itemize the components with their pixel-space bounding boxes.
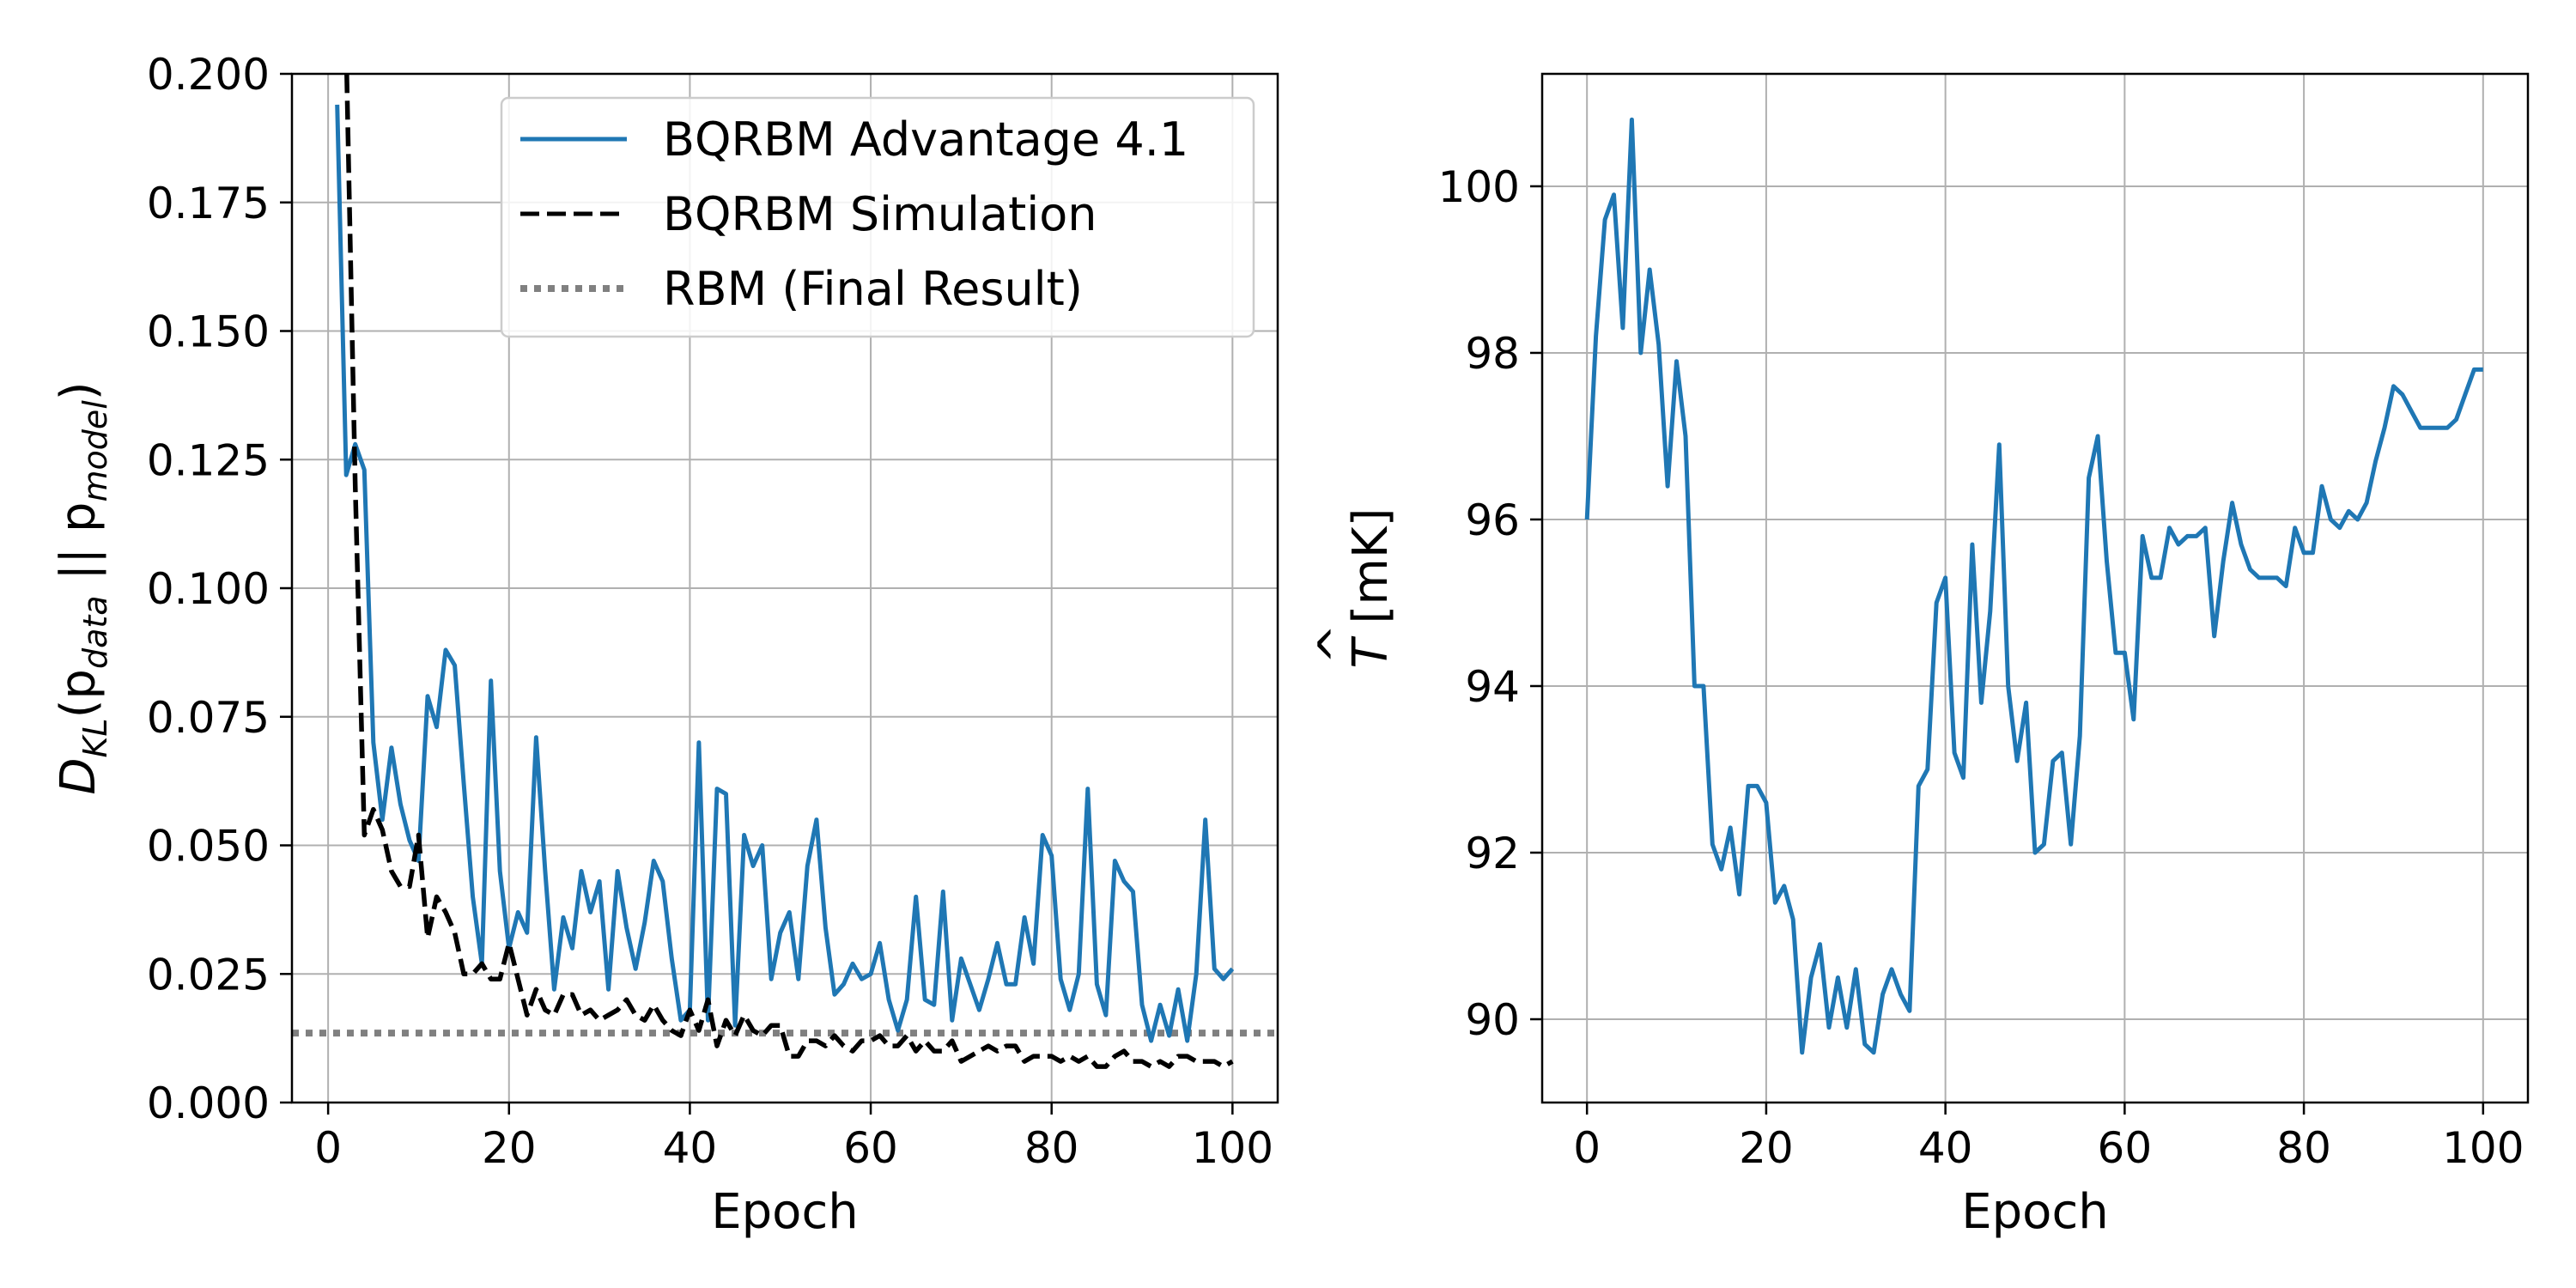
r-y-tick-label: 92 bbox=[1465, 829, 1520, 878]
l-y-tick-label: 0.150 bbox=[147, 307, 270, 357]
l-x-tick-label: 100 bbox=[1192, 1123, 1273, 1173]
r-y-tick-label: 96 bbox=[1465, 495, 1520, 545]
l-x-tick-label: 80 bbox=[1024, 1123, 1079, 1173]
l-x-tick-label: 40 bbox=[663, 1123, 718, 1173]
legend-label-simulation: BQRBM Simulation bbox=[663, 187, 1097, 241]
right-x-axis-label: Epoch bbox=[1961, 1184, 2108, 1240]
legend: BQRBM Advantage 4.1 BQRBM Simulation RBM… bbox=[500, 96, 1255, 338]
legend-label-advantage: BQRBM Advantage 4.1 bbox=[663, 112, 1188, 167]
l-x-tick-label: 60 bbox=[843, 1123, 898, 1173]
l-x-tick-label: 20 bbox=[482, 1123, 537, 1173]
l-y-tick-label: 0.000 bbox=[147, 1078, 270, 1128]
r-x-tick-label: 40 bbox=[1918, 1123, 1973, 1173]
right-series-layer bbox=[1584, 117, 2483, 1055]
r-x-tick-label: 0 bbox=[1573, 1123, 1601, 1173]
left-series-layer bbox=[335, 74, 1235, 1069]
l-y-tick-label: 0.050 bbox=[147, 822, 270, 872]
left-chart: 0 20 40 60 80 100 0.0000.0250.0500.0750.1000.… bbox=[51, 50, 1279, 1240]
l-y-tick-label: 0.100 bbox=[147, 564, 270, 614]
legend-label-rbm: RBM (Final Result) bbox=[663, 262, 1083, 316]
r-x-tick-label: 60 bbox=[2098, 1123, 2153, 1173]
l-y-tick-label: 0.075 bbox=[147, 693, 270, 743]
temperature-series-line bbox=[1584, 117, 2483, 1055]
l-y-tick-label: 0.125 bbox=[147, 435, 270, 485]
l-x-tick-label: 0 bbox=[314, 1123, 342, 1173]
left-x-ticks: 0 20 40 60 80 100 bbox=[314, 1103, 1273, 1173]
right-x-ticks: 0 20 40 60 80 100 bbox=[1573, 1103, 2524, 1173]
right-plot-frame bbox=[1540, 72, 2530, 1104]
left-y-axis-label: DKL(pdata || pmodel) bbox=[51, 381, 114, 794]
bqrbm-simulation-series-line bbox=[344, 74, 1234, 1069]
r-x-tick-label: 20 bbox=[1739, 1123, 1794, 1173]
left-y-ticks: 0.000 0.025 0.050 0.075 0.100 0.125 0.150 0.175… bbox=[147, 50, 292, 1128]
l-y-tick-label: 0.175 bbox=[147, 179, 270, 228]
r-x-tick-label: 80 bbox=[2276, 1123, 2331, 1173]
r-x-tick-label: 100 bbox=[2442, 1123, 2524, 1173]
right-y-axis-label: T [mK] bbox=[1343, 508, 1399, 669]
r-y-tick-label: 94 bbox=[1465, 662, 1520, 712]
r-y-tick-label: 90 bbox=[1465, 995, 1520, 1045]
left-x-axis-label: Epoch bbox=[711, 1184, 858, 1240]
r-y-tick-label: 100 bbox=[1438, 162, 1520, 212]
legend-frame bbox=[500, 96, 1255, 338]
l-y-tick-label: 0.025 bbox=[147, 950, 270, 999]
bqrbm-advantage-4-1-series-line bbox=[335, 104, 1235, 1043]
r-y-tick-label: 98 bbox=[1465, 329, 1520, 379]
l-y-tick-label: 0.200 bbox=[147, 50, 270, 100]
right-y-axis-hat: ^ bbox=[1309, 624, 1364, 665]
right-y-ticks: 90 92 94 96 98 100 bbox=[1438, 162, 1542, 1045]
